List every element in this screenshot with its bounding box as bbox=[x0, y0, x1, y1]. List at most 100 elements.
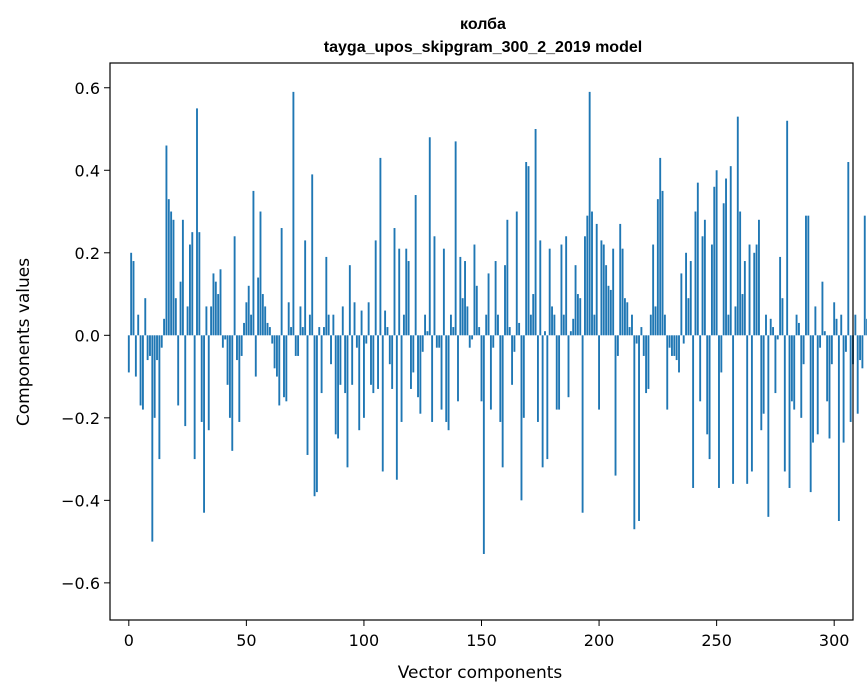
bar-281 bbox=[788, 335, 791, 488]
bar-176 bbox=[541, 335, 544, 468]
bar-195 bbox=[586, 215, 589, 336]
bar-26 bbox=[189, 244, 191, 336]
bar-165 bbox=[515, 211, 518, 336]
bar-264 bbox=[748, 244, 751, 336]
bar-51 bbox=[247, 285, 250, 336]
bar-239 bbox=[689, 261, 692, 336]
bar-168 bbox=[522, 335, 525, 418]
bar-260 bbox=[739, 211, 742, 336]
bar-234 bbox=[678, 335, 680, 373]
bar-156 bbox=[494, 261, 497, 336]
bar-167 bbox=[520, 335, 523, 501]
bar-108 bbox=[381, 335, 384, 472]
bar-105 bbox=[374, 240, 377, 336]
bar-117 bbox=[402, 314, 405, 336]
bar-280 bbox=[786, 120, 789, 336]
bar-113 bbox=[393, 228, 396, 336]
bar-149 bbox=[478, 327, 481, 336]
bar-81 bbox=[318, 327, 321, 336]
bar-52 bbox=[250, 314, 253, 336]
bar-131 bbox=[435, 335, 438, 348]
bar-39 bbox=[219, 269, 222, 336]
bar-263 bbox=[746, 335, 749, 484]
bar-121 bbox=[412, 335, 415, 373]
bar-154 bbox=[489, 335, 492, 410]
bar-2 bbox=[132, 261, 135, 336]
bar-104 bbox=[372, 335, 375, 394]
bar-300 bbox=[833, 302, 836, 336]
bar-306 bbox=[847, 162, 850, 336]
bar-27 bbox=[191, 232, 194, 336]
bar-279 bbox=[783, 335, 786, 472]
bar-30 bbox=[198, 232, 201, 336]
x-axis-ticks: 0 50 100 150 200 250 300 bbox=[124, 620, 849, 650]
bar-106 bbox=[377, 335, 379, 389]
bar-230 bbox=[668, 335, 671, 348]
bar-228 bbox=[663, 314, 666, 336]
bar-126 bbox=[424, 314, 427, 336]
bar-38 bbox=[217, 294, 220, 336]
bar-224 bbox=[654, 306, 657, 336]
bar-211 bbox=[623, 298, 626, 336]
bar-233 bbox=[675, 335, 678, 361]
bar-183 bbox=[558, 335, 561, 410]
bar-159 bbox=[501, 335, 504, 468]
bar-144 bbox=[466, 306, 469, 336]
bar-119 bbox=[407, 261, 410, 336]
bar-290 bbox=[809, 335, 812, 493]
bar-127 bbox=[426, 331, 429, 336]
bar-222 bbox=[649, 314, 652, 336]
bar-89 bbox=[337, 335, 340, 439]
bar-188 bbox=[569, 331, 572, 336]
bar-135 bbox=[445, 335, 448, 422]
bar-100 bbox=[363, 335, 365, 418]
x-tick-label: 0 bbox=[124, 631, 134, 650]
bar-53 bbox=[252, 190, 255, 336]
bar-273 bbox=[769, 318, 772, 336]
bar-199 bbox=[595, 223, 598, 336]
bar-133 bbox=[440, 335, 443, 410]
bar-307 bbox=[849, 335, 852, 422]
chart-subtitle: tayga_upos_skipgram_300_2_2019 model bbox=[324, 39, 642, 56]
bar-189 bbox=[572, 318, 575, 336]
y-axis-ticks: −0.6 −0.4 −0.2 0.0 0.2 0.4 0.6 bbox=[61, 79, 110, 593]
bar-171 bbox=[529, 314, 532, 336]
bar-202 bbox=[602, 244, 605, 336]
bar-15 bbox=[163, 318, 166, 336]
bar-125 bbox=[421, 335, 424, 352]
bar-146 bbox=[471, 335, 474, 340]
bar-28 bbox=[193, 335, 196, 460]
bar-86 bbox=[330, 335, 332, 365]
bar-112 bbox=[391, 335, 394, 389]
bar-109 bbox=[384, 310, 387, 336]
bar-245 bbox=[703, 219, 706, 336]
bar-213 bbox=[628, 327, 631, 336]
bar-252 bbox=[720, 335, 723, 373]
bar-61 bbox=[271, 335, 274, 344]
bar-111 bbox=[388, 335, 391, 365]
bar-293 bbox=[816, 335, 819, 435]
bar-204 bbox=[607, 285, 610, 336]
bar-214 bbox=[631, 314, 633, 336]
bar-205 bbox=[609, 289, 612, 336]
bar-14 bbox=[160, 335, 163, 348]
bar-147 bbox=[473, 244, 476, 336]
bar-217 bbox=[638, 335, 640, 521]
bar-289 bbox=[807, 215, 810, 336]
bar-157 bbox=[497, 314, 499, 336]
bar-164 bbox=[513, 335, 516, 352]
x-axis-label: Vector components bbox=[398, 663, 563, 683]
bar-265 bbox=[750, 335, 753, 472]
bar-79 bbox=[313, 335, 316, 497]
bar-301 bbox=[835, 318, 838, 336]
bar-282 bbox=[790, 335, 793, 402]
bar-275 bbox=[774, 335, 777, 394]
bar-42 bbox=[226, 335, 229, 385]
bar-10 bbox=[151, 335, 154, 542]
bar-67 bbox=[285, 335, 288, 402]
bar-169 bbox=[525, 162, 528, 336]
bar-34 bbox=[207, 335, 210, 431]
bar-83 bbox=[323, 327, 325, 336]
bar-226 bbox=[659, 157, 662, 336]
bar-9 bbox=[149, 335, 151, 356]
